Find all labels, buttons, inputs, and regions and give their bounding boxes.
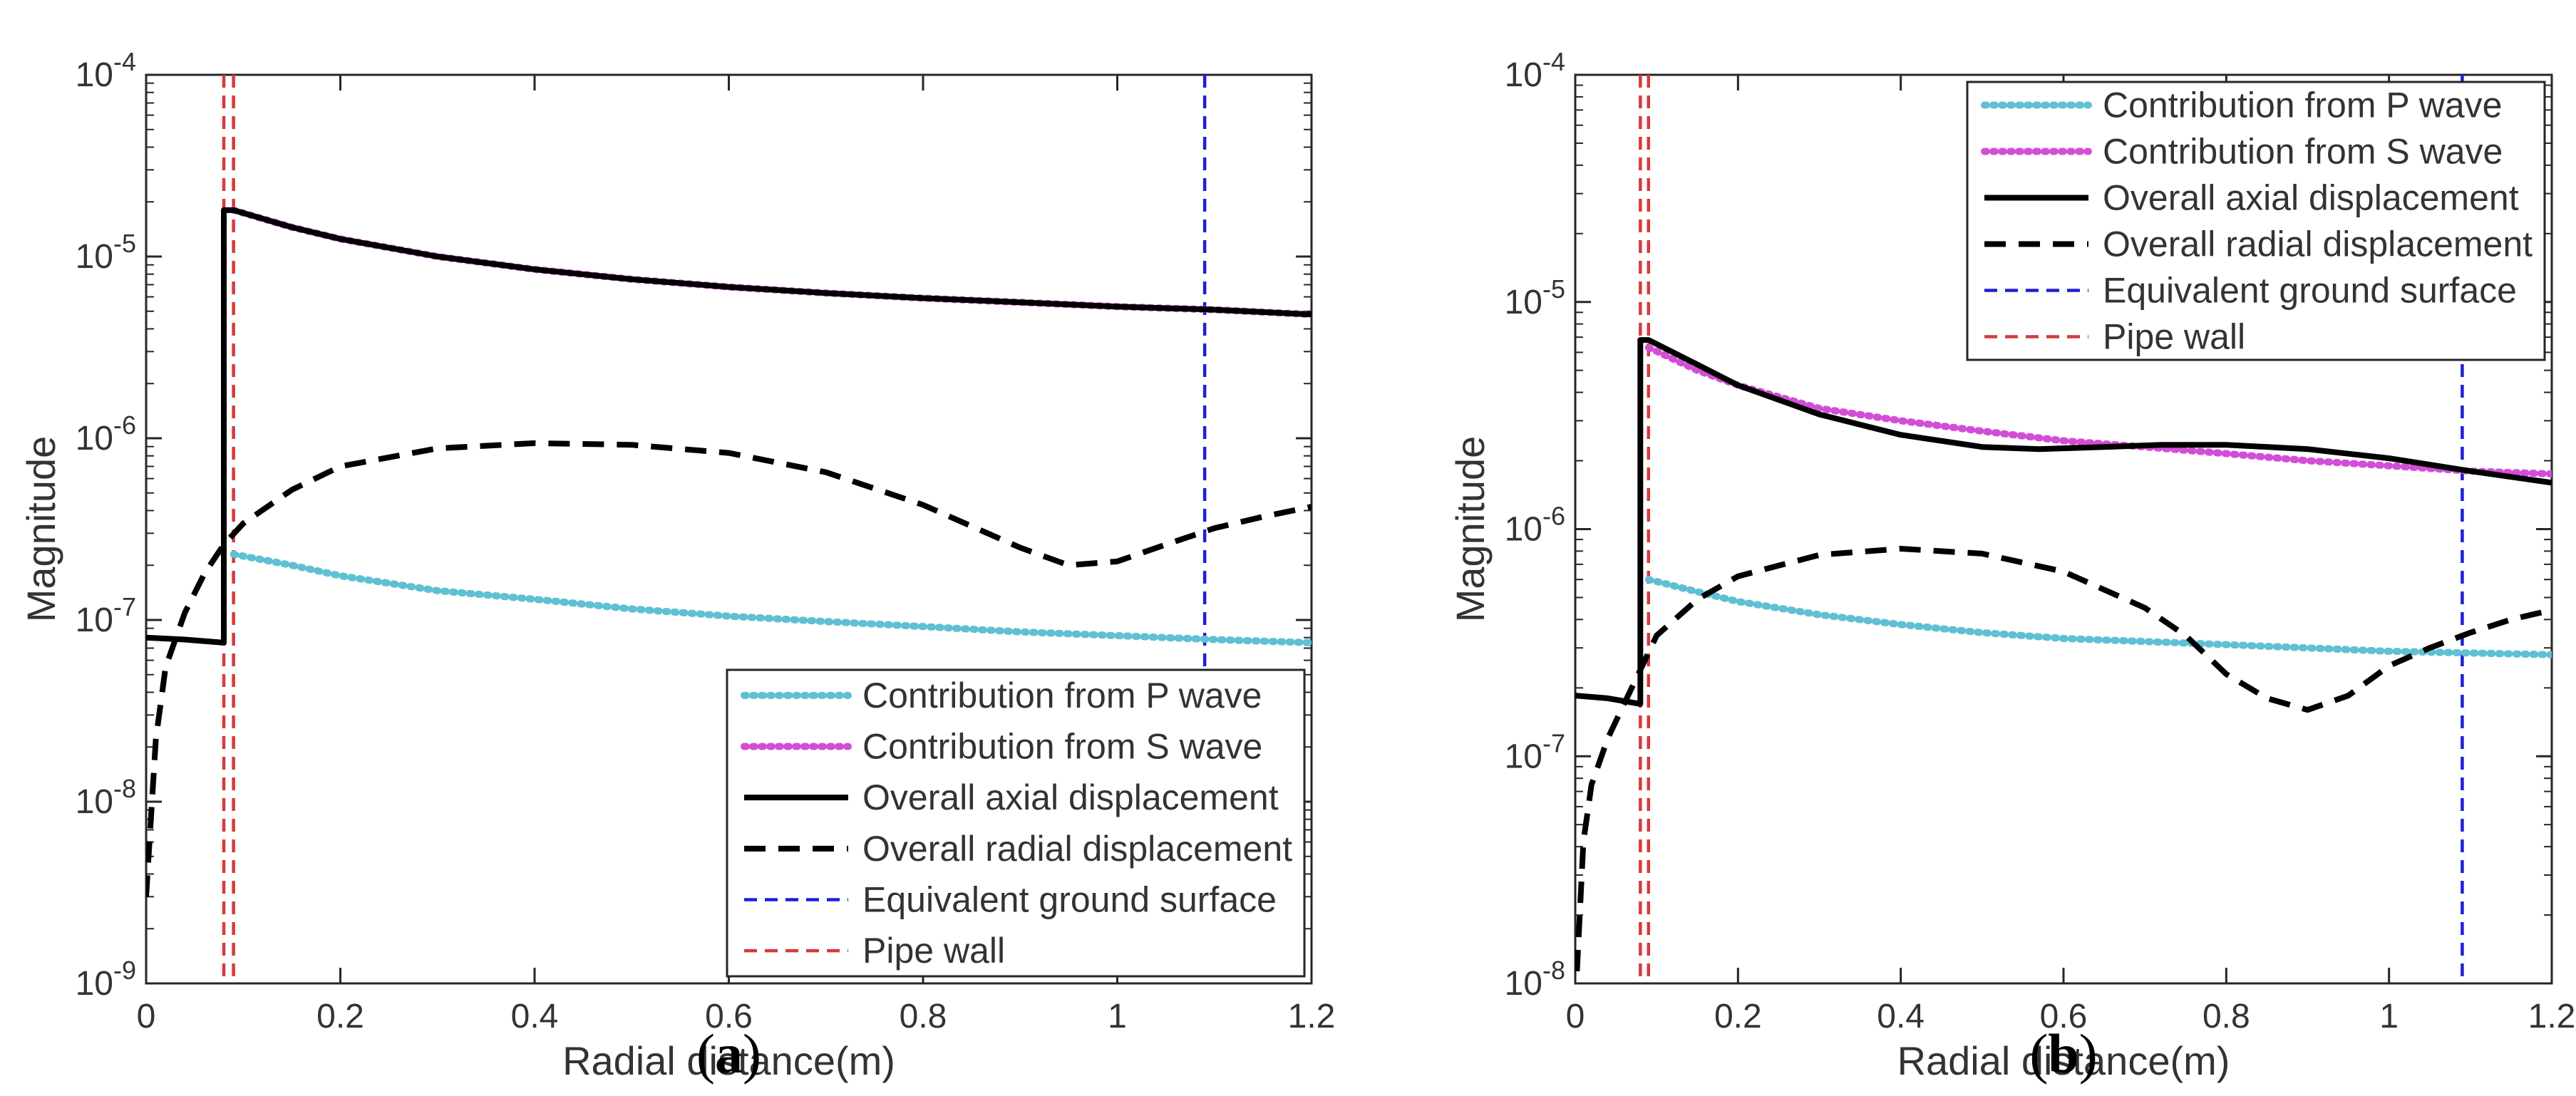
y-tick-label: 10-7 bbox=[76, 592, 136, 639]
legend-label: Equivalent ground surface bbox=[862, 880, 1277, 920]
y-tick-exponent: -6 bbox=[113, 410, 136, 440]
y-tick-base: 10 bbox=[1505, 965, 1542, 1003]
x-tick-label: 1 bbox=[1108, 998, 1127, 1035]
y-tick-label: 10-6 bbox=[1505, 502, 1565, 549]
x-tick-label: 0.8 bbox=[900, 998, 947, 1035]
y-tick-label: 10-8 bbox=[1505, 956, 1565, 1003]
x-tick-label: 0 bbox=[137, 998, 156, 1035]
legend-label: Pipe wall bbox=[2103, 317, 2245, 357]
radial-displacement-series bbox=[146, 440, 1312, 897]
x-tick-label: 1.2 bbox=[2528, 998, 2576, 1035]
p-wave-series bbox=[230, 550, 1312, 646]
legend-label: Contribution from P wave bbox=[862, 676, 1262, 715]
x-axis-title: Radial distance(m) bbox=[1897, 1038, 2230, 1083]
y-tick-label: 10-9 bbox=[76, 956, 136, 1003]
legend-label: Overall radial displacement bbox=[862, 829, 1292, 869]
y-tick-base: 10 bbox=[76, 601, 113, 639]
x-axis-title: Radial distance(m) bbox=[562, 1038, 895, 1083]
chart-panel-b: 0 0.2 0.4 0.6 0.8 1 1.210-410-510-610-710-8Rad… bbox=[1448, 47, 2575, 1085]
x-tick-label: 0.4 bbox=[1877, 998, 1925, 1035]
x-tick-label: 1.2 bbox=[1288, 998, 1336, 1035]
y-tick-exponent: -6 bbox=[1542, 502, 1565, 531]
axial-displacement-series bbox=[1575, 337, 2552, 707]
x-tick-label: 0.4 bbox=[511, 998, 559, 1035]
panel-label-letter: b bbox=[2048, 1023, 2078, 1085]
panel-label-close: ) bbox=[2079, 1023, 2098, 1085]
y-tick-exponent: -7 bbox=[1542, 728, 1565, 758]
y-tick-exponent: -4 bbox=[113, 47, 136, 76]
legend-label: Equivalent ground surface bbox=[2103, 271, 2517, 311]
panel-label-open: ( bbox=[696, 1023, 715, 1085]
p-wave-series bbox=[1644, 576, 2552, 658]
x-tick-label: 0.6 bbox=[705, 998, 753, 1035]
panel-label: (b) bbox=[2029, 1023, 2097, 1085]
legend-label: Contribution from S wave bbox=[2103, 132, 2503, 172]
x-tick-label: 1 bbox=[2379, 998, 2399, 1035]
y-tick-exponent: -7 bbox=[113, 592, 136, 621]
y-tick-base: 10 bbox=[76, 420, 113, 457]
legend-box bbox=[1966, 81, 2546, 361]
legend: Contribution from P wave Contribution fro… bbox=[726, 668, 1306, 978]
legend-label: Overall radial displacement bbox=[2103, 224, 2533, 264]
x-tick-label: 0.2 bbox=[1714, 998, 1762, 1035]
legend-box bbox=[726, 668, 1306, 978]
y-tick-base: 10 bbox=[1505, 284, 1542, 321]
legend-label: Contribution from S wave bbox=[862, 727, 1262, 767]
y-tick-base: 10 bbox=[76, 783, 113, 821]
y-tick-base: 10 bbox=[1505, 56, 1542, 94]
legend-label: Overall axial displacement bbox=[862, 777, 1279, 817]
y-tick-label: 10-5 bbox=[76, 229, 136, 276]
y-tick-label: 10-6 bbox=[76, 410, 136, 457]
x-tick-label: 0 bbox=[1566, 998, 1585, 1035]
y-tick-label: 10-8 bbox=[76, 774, 136, 821]
y-tick-base: 10 bbox=[76, 965, 113, 1003]
x-tick-label: 0.2 bbox=[316, 998, 364, 1035]
radial-displacement-series bbox=[1575, 546, 2552, 983]
y-axis-title: Magnitude bbox=[1448, 436, 1493, 623]
y-tick-label: 10-4 bbox=[1505, 47, 1565, 94]
y-tick-base: 10 bbox=[76, 56, 113, 94]
y-tick-exponent: -5 bbox=[113, 229, 136, 258]
series-group bbox=[146, 206, 1312, 897]
y-tick-exponent: -5 bbox=[1542, 274, 1565, 304]
y-tick-base: 10 bbox=[1505, 511, 1542, 549]
y-tick-exponent: -8 bbox=[1542, 956, 1565, 985]
y-tick-exponent: -9 bbox=[113, 956, 136, 985]
chart-panel-a: 0 0.2 0.4 0.6 0.8 1 1.210-410-510-610-710-810-… bbox=[19, 47, 1335, 1085]
legend-label: Contribution from P wave bbox=[2103, 86, 2502, 125]
panel-label: (a) bbox=[696, 1023, 761, 1085]
legend-label: Pipe wall bbox=[862, 931, 1005, 971]
y-axis-title: Magnitude bbox=[19, 436, 63, 623]
y-tick-exponent: -8 bbox=[113, 774, 136, 803]
panel-label-letter: a bbox=[715, 1023, 743, 1085]
legend-label: Overall axial displacement bbox=[2103, 178, 2519, 218]
panel-label-close: ) bbox=[743, 1023, 761, 1085]
panel-label-open: ( bbox=[2029, 1023, 2048, 1085]
x-tick-label: 0.6 bbox=[2040, 998, 2088, 1035]
y-tick-label: 10-4 bbox=[76, 47, 136, 94]
legend: Contribution from P wave Contribution fro… bbox=[1966, 81, 2546, 361]
x-tick-label: 0.8 bbox=[2203, 998, 2250, 1035]
y-tick-base: 10 bbox=[1505, 738, 1542, 775]
series-group bbox=[1575, 337, 2552, 983]
y-tick-label: 10-5 bbox=[1505, 274, 1565, 321]
y-tick-label: 10-7 bbox=[1505, 728, 1565, 775]
y-tick-base: 10 bbox=[76, 238, 113, 276]
y-tick-exponent: -4 bbox=[1542, 47, 1565, 76]
axial-displacement-series bbox=[146, 207, 1312, 646]
